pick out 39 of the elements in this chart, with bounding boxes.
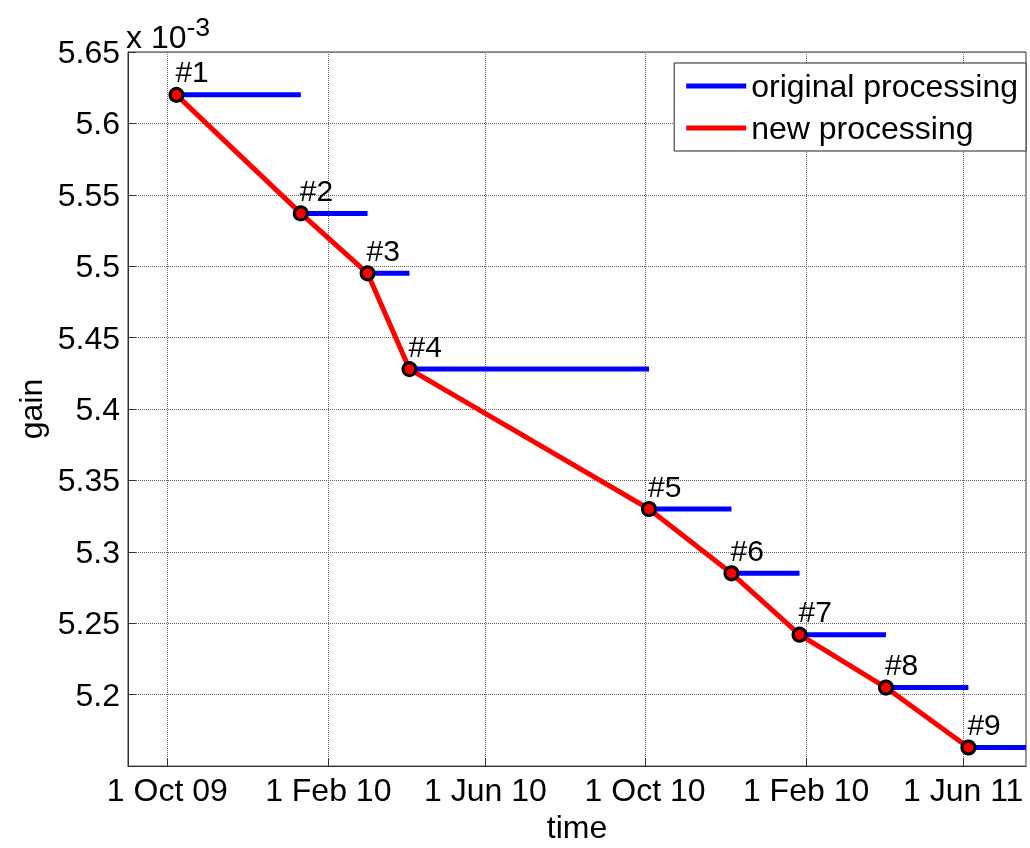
annotation: x 10$^{-3}$ [126,11,211,56]
y-tick-label: 5.3 [75,533,120,570]
annotation: #6 [730,533,764,567]
annotation: #8 [884,648,919,682]
point [641,501,657,518]
y-tick-label: 5.6 [75,105,120,142]
y-axis-title: gain [12,378,49,440]
annotation: #1 [175,55,209,89]
annotation: #2 [299,173,334,207]
legend-label: new processing [751,110,974,146]
annotation: #5 [648,469,682,503]
annotation: #7 [798,595,832,629]
point [723,565,740,582]
y-tick-label: 5.55 [57,176,120,213]
point [401,361,418,378]
y-tick-label: 5.2 [75,676,120,713]
x-tick-label: 1 Jun 11 [902,772,1024,809]
x-tick-label: 1 Feb 10 [742,772,870,809]
y-tick-label: 5.25 [57,605,120,642]
point [292,205,309,222]
x-tick-label: 1 Oct 10 [584,772,706,809]
y-tick-label: 5.4 [75,391,120,428]
point [960,739,977,756]
annotation: #3 [366,233,400,267]
x-axis-title: time [546,809,608,845]
point [359,265,376,282]
x-tick-label: 1 Jun 10 [423,772,547,809]
y-tick-label: 5.65 [57,34,120,70]
annotation: #9 [967,708,1001,742]
y-tick-label: 5.45 [57,319,120,356]
point [168,86,185,103]
point [791,626,808,643]
annotation: #4 [408,329,442,363]
y-tick-label: 5.5 [75,248,120,285]
x-tick-label: 1 Oct 09 [106,772,228,809]
y-tick-label: 5.35 [57,462,120,499]
x-tick-label: 1 Feb 10 [265,772,392,809]
point [877,679,894,696]
legend-label: original processing [751,68,1018,104]
